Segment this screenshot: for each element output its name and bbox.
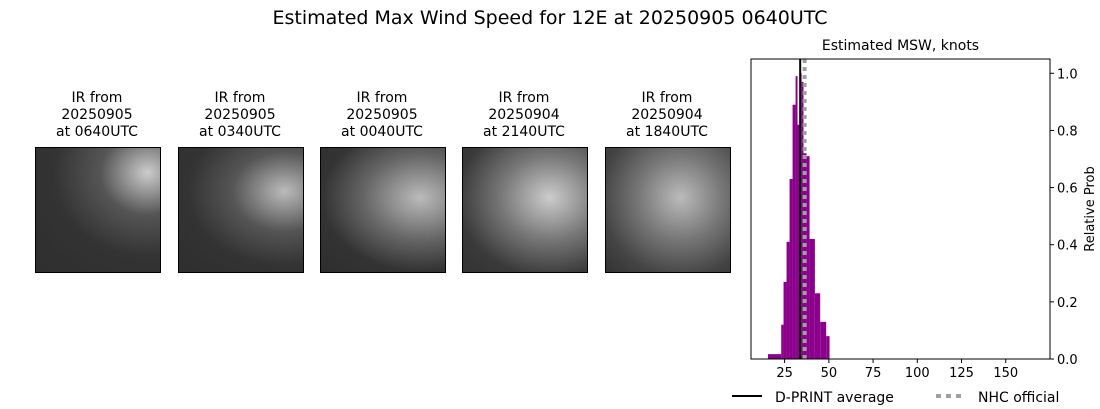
panel-title-line: at 1840UTC — [626, 124, 708, 140]
histogram-bar — [786, 241, 790, 359]
histogram-bar — [801, 81, 804, 359]
histogram-bar — [781, 324, 784, 359]
histogram-bar — [783, 281, 787, 359]
chart-title: Estimated MSW, knots — [822, 38, 979, 54]
legend-nhc-label: NHC official — [978, 390, 1059, 406]
histogram-bar — [806, 156, 810, 359]
panel-title-line: IR from — [214, 90, 266, 106]
plot-frame — [750, 58, 1051, 360]
y-axis-label: Relative Prob — [1083, 166, 1098, 251]
x-tick-label: 125 — [949, 366, 974, 381]
histogram-bar — [792, 104, 796, 359]
x-tick-label: 75 — [865, 366, 882, 381]
panel-title-line: at 0640UTC — [56, 124, 138, 140]
panel-title-line: at 0040UTC — [341, 124, 423, 140]
histogram-bar — [767, 354, 782, 359]
histogram-bar — [814, 293, 821, 359]
panel-title-line: 20250904 — [631, 107, 703, 123]
panel-title-line: 20250904 — [488, 107, 560, 123]
histogram-bar — [809, 239, 815, 359]
panel-title: IR from 20250905 at 0040UTC — [319, 90, 445, 141]
panel-title-line: at 2140UTC — [483, 124, 565, 140]
x-tick-label: 25 — [776, 366, 793, 381]
x-tick-label: 50 — [821, 366, 838, 381]
ir-satellite-image — [35, 147, 161, 273]
histogram-bar — [803, 153, 807, 359]
panel-title-line: IR from — [641, 90, 693, 106]
panel-title: IR from 20250904 at 2140UTC — [461, 90, 587, 141]
x-tick-label: 150 — [993, 366, 1018, 381]
panel-title-line: IR from — [498, 90, 550, 106]
ir-satellite-image — [178, 147, 304, 273]
panel-title-line: IR from — [71, 90, 123, 106]
legend-dprint-label: D-PRINT average — [775, 390, 894, 406]
panel-title: IR from 20250904 at 1840UTC — [604, 90, 730, 141]
ir-satellite-image — [462, 147, 588, 273]
histogram-bar — [826, 336, 830, 359]
y-tick-label: 1.0 — [1057, 67, 1078, 82]
y-tick-label: 0.6 — [1057, 182, 1078, 197]
histogram-bar — [789, 179, 793, 359]
ir-satellite-image — [320, 147, 446, 273]
figure-title: Estimated Max Wind Speed for 12E at 2025… — [272, 7, 828, 29]
y-tick-label: 0.0 — [1057, 353, 1078, 368]
y-tick-label: 0.2 — [1057, 296, 1078, 311]
panel-title-line: at 0340UTC — [199, 124, 281, 140]
histogram-bar — [795, 76, 798, 360]
panel-title-line: 20250905 — [61, 107, 133, 123]
histogram-bar — [820, 321, 827, 359]
y-tick-label: 0.4 — [1057, 239, 1078, 254]
panel-title-line: IR from — [356, 90, 408, 106]
histogram-bar — [797, 124, 800, 359]
panel-title-line: 20250905 — [204, 107, 276, 123]
panel-title-line: 20250905 — [346, 107, 418, 123]
y-tick-label: 0.8 — [1057, 124, 1078, 139]
panel-title: IR from 20250905 at 0640UTC — [34, 90, 160, 141]
panel-title: IR from 20250905 at 0340UTC — [177, 90, 303, 141]
x-tick-label: 100 — [905, 366, 930, 381]
ir-satellite-image — [605, 147, 731, 273]
